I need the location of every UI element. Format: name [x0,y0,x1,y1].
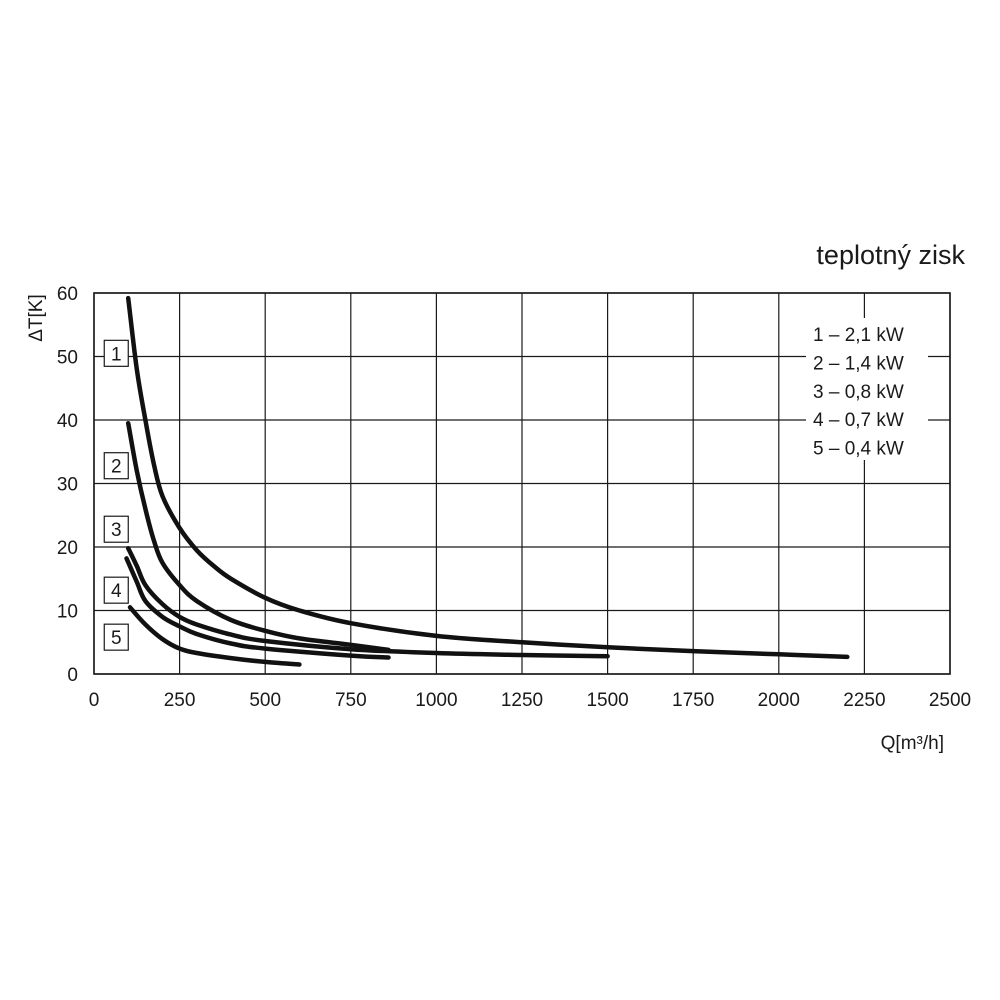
x-tick-label: 1500 [586,690,628,711]
x-tick-label: 2500 [929,690,971,711]
x-tick-label: 2000 [758,690,800,711]
series-line-2 [125,420,391,653]
series-label-text: 5 [111,628,122,649]
legend-entry: 3 – 0,8 kW [813,382,904,403]
y-tick-label: 20 [57,538,78,559]
chart-title: teplotný zisk [816,240,965,270]
y-tick-label: 60 [57,284,78,305]
plot-frame [93,292,951,675]
legend-entry: 4 – 0,7 kW [813,410,904,431]
x-axis-label: Q[m³/h] [881,733,944,754]
legend-entry: 5 – 0,4 kW [813,439,904,460]
series-label-4: 4 [103,576,129,604]
series-label-5: 5 [103,623,129,651]
series-label-box [103,452,129,480]
legend-entry: 1 – 2,1 kW [813,325,904,346]
x-tick-label: 0 [89,690,100,711]
legend: 1 – 2,1 kW 2 – 1,4 kW 3 – 0,8 kW 4 – 0,7 kW… [806,318,928,460]
x-tick-label: 750 [335,690,367,711]
series-label-text: 4 [111,581,122,602]
series-label-box [103,576,129,604]
y-axis-label: ΔT[K] [26,294,47,342]
y-tick-label: 0 [67,665,78,686]
x-axis-ticks: 0 250 500 750 1000 1250 1500 1750 2000 2250 2500 [89,690,971,711]
x-tick-label: 1000 [415,690,457,711]
y-tick-label: 30 [57,475,78,496]
series-label-box [103,339,129,367]
series-label-text: 3 [111,520,122,541]
series-line-1 [125,295,850,660]
y-tick-label: 50 [57,348,78,369]
series-label-1: 1 [103,339,129,367]
series-line-5 [127,605,302,667]
series-label-text: 2 [111,457,122,478]
series-curves [124,295,850,667]
x-tick-label: 250 [164,690,196,711]
x-tick-label: 1250 [501,690,543,711]
y-tick-label: 40 [57,411,78,432]
series-label-2: 2 [103,452,129,480]
series-line-4 [124,556,391,660]
series-labels: 1 2 3 4 5 [103,339,129,651]
y-tick-label: 10 [57,602,78,623]
series-line-3 [125,546,610,659]
x-tick-label: 1750 [672,690,714,711]
series-label-box [103,623,129,651]
x-tick-label: 500 [249,690,281,711]
legend-background [806,318,928,460]
x-tick-label: 2250 [843,690,885,711]
series-label-text: 1 [111,344,122,365]
series-label-3: 3 [103,515,129,543]
series-label-box [103,515,129,543]
legend-entry: 2 – 1,4 kW [813,353,904,374]
y-axis-ticks: 0 10 20 30 40 50 60 [57,284,78,686]
